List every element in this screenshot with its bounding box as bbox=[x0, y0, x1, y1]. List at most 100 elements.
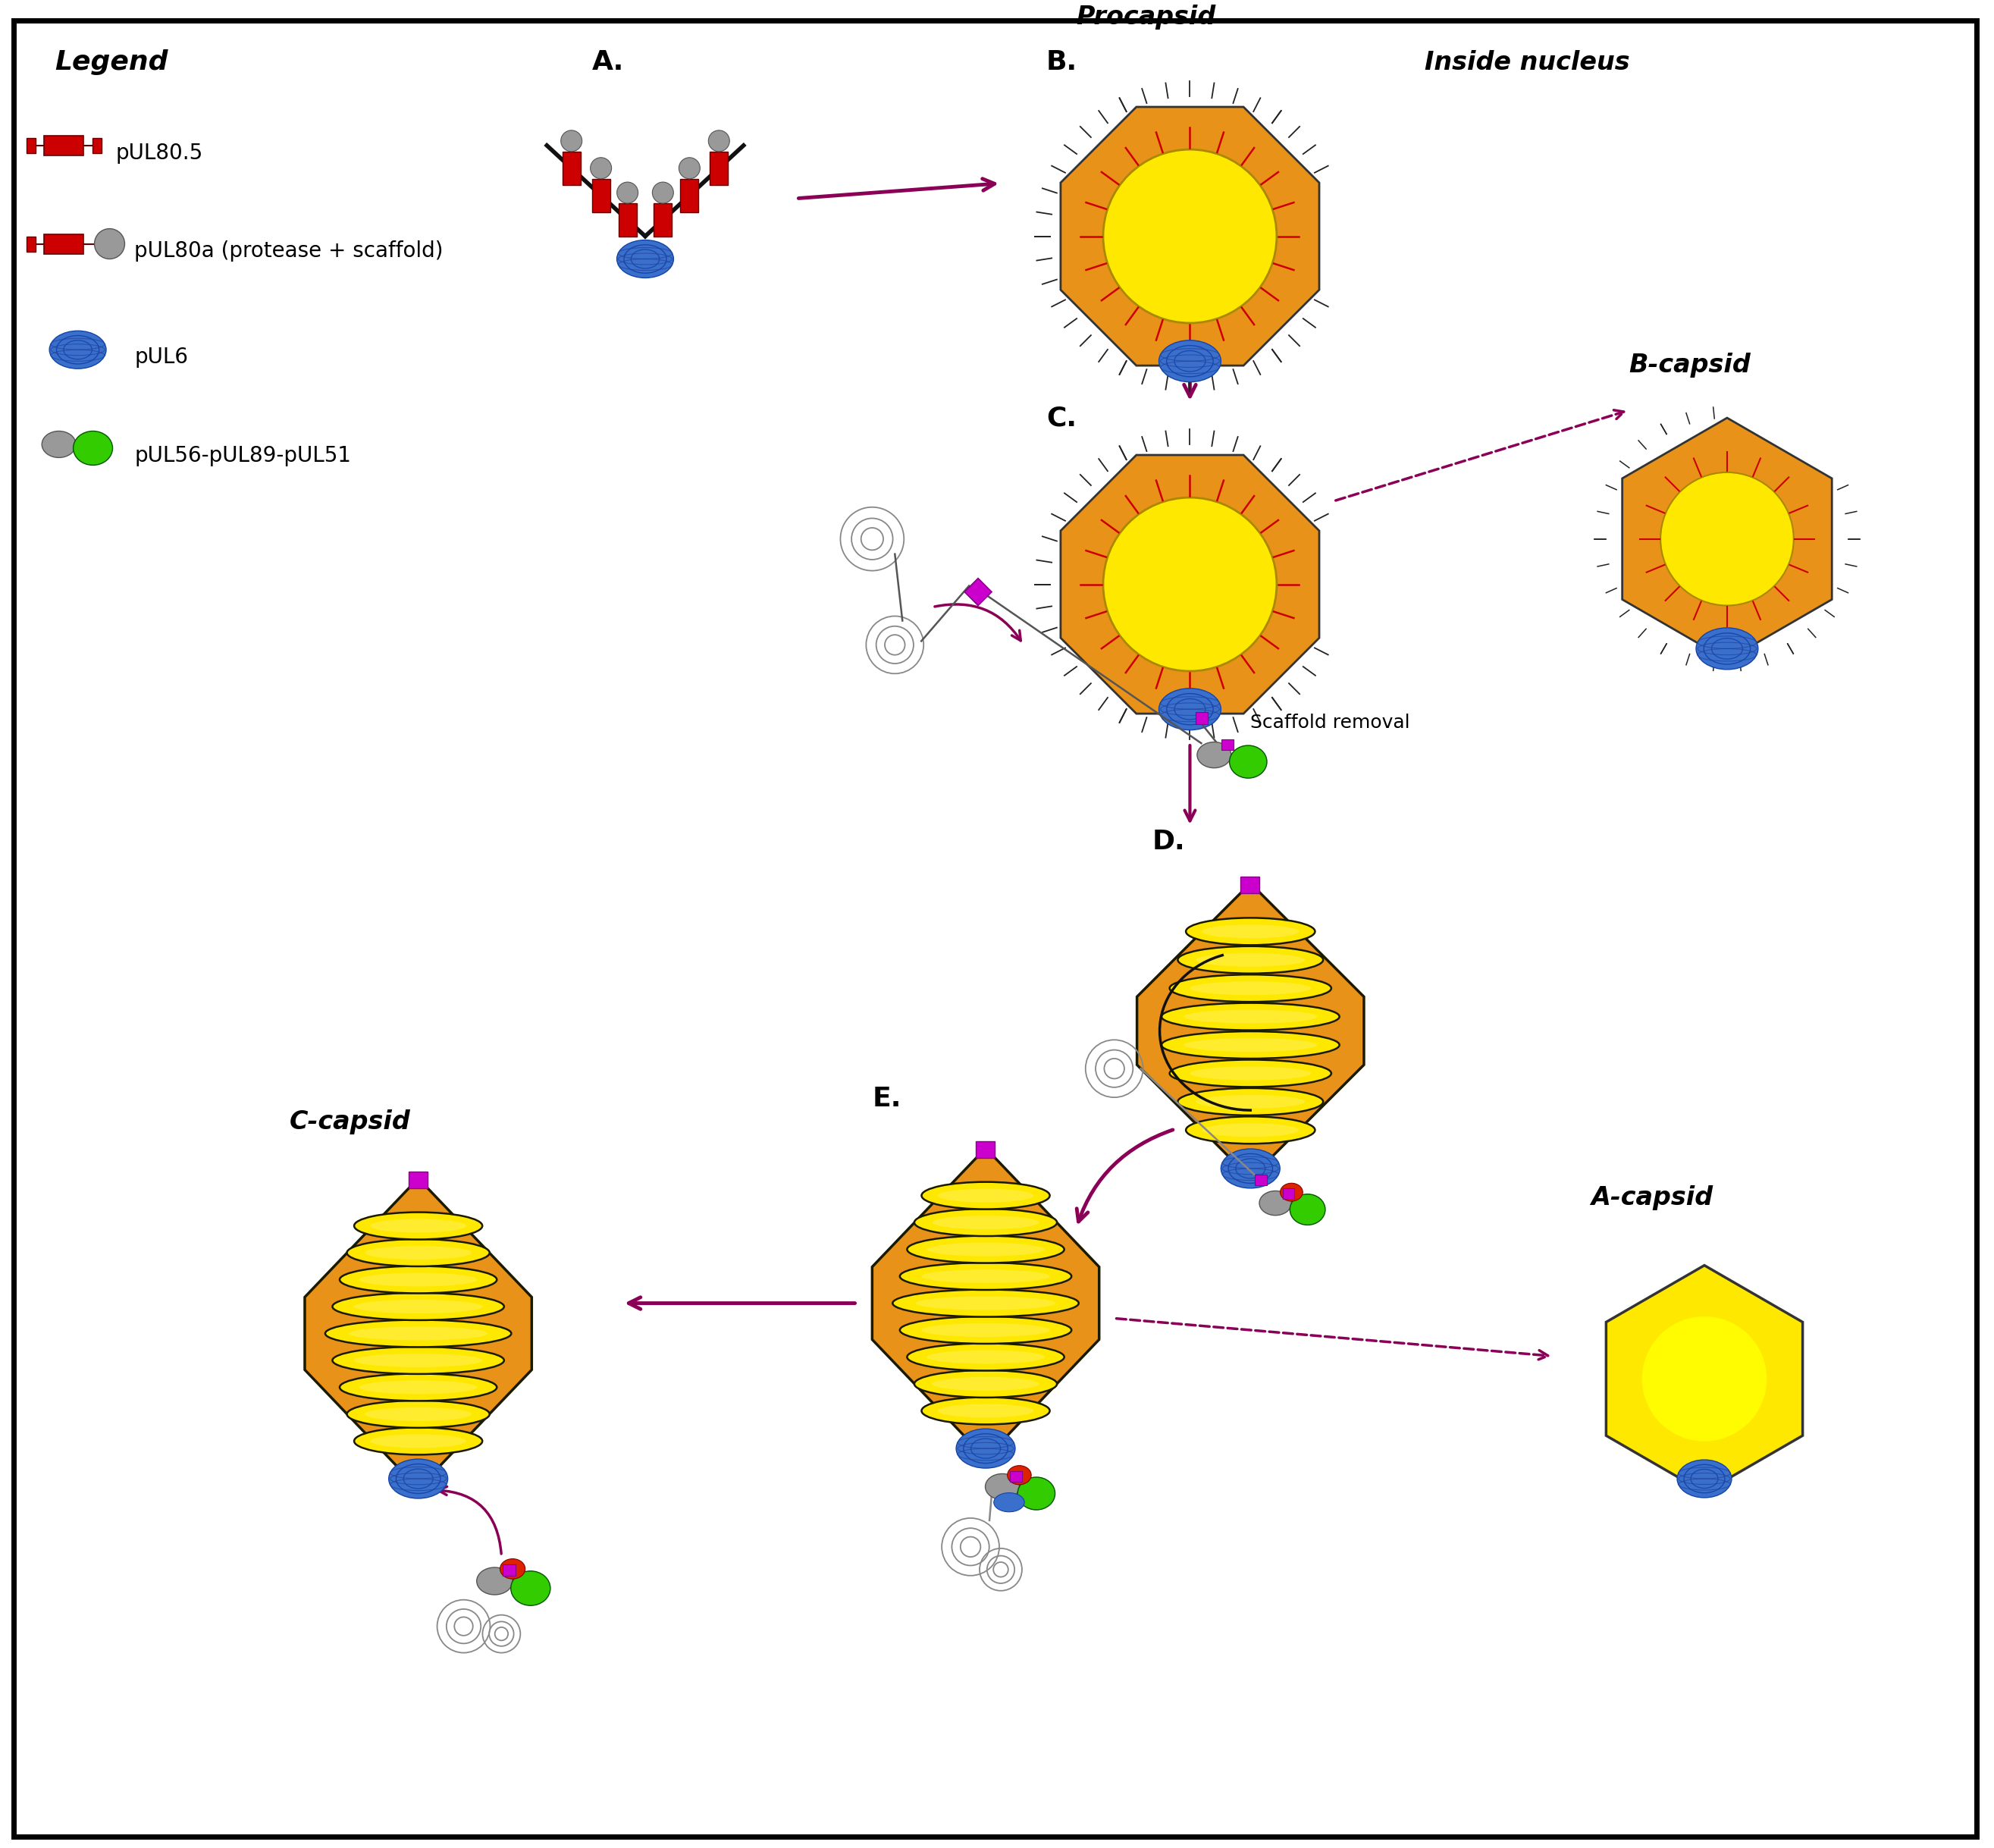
Circle shape bbox=[560, 131, 582, 152]
Ellipse shape bbox=[1280, 1183, 1302, 1201]
Bar bbox=[975, 1142, 995, 1159]
Circle shape bbox=[708, 131, 730, 152]
Circle shape bbox=[1641, 1316, 1767, 1441]
Text: Scaffold removal: Scaffold removal bbox=[1250, 713, 1410, 732]
Ellipse shape bbox=[1017, 1477, 1055, 1510]
Text: C-capsid: C-capsid bbox=[289, 1109, 411, 1135]
Bar bbox=[1196, 711, 1208, 724]
Ellipse shape bbox=[50, 331, 106, 368]
Polygon shape bbox=[1605, 1266, 1803, 1493]
Ellipse shape bbox=[1196, 954, 1304, 967]
Ellipse shape bbox=[1202, 924, 1298, 939]
Ellipse shape bbox=[371, 1220, 467, 1233]
Ellipse shape bbox=[1166, 346, 1212, 377]
Text: A-capsid: A-capsid bbox=[1591, 1185, 1713, 1210]
Ellipse shape bbox=[347, 1401, 491, 1429]
Ellipse shape bbox=[365, 1246, 473, 1260]
Text: A.: A. bbox=[592, 50, 624, 76]
Polygon shape bbox=[1061, 107, 1320, 366]
Ellipse shape bbox=[921, 1323, 1051, 1336]
Ellipse shape bbox=[1196, 743, 1230, 769]
Ellipse shape bbox=[339, 1266, 497, 1294]
Ellipse shape bbox=[915, 1209, 1057, 1236]
Ellipse shape bbox=[921, 1183, 1049, 1209]
Ellipse shape bbox=[355, 1212, 483, 1240]
Ellipse shape bbox=[1228, 1153, 1272, 1183]
Ellipse shape bbox=[389, 1460, 449, 1499]
Bar bbox=[1222, 739, 1234, 750]
Ellipse shape bbox=[957, 1429, 1015, 1467]
Ellipse shape bbox=[371, 1434, 467, 1447]
Polygon shape bbox=[871, 1148, 1099, 1458]
Ellipse shape bbox=[64, 340, 92, 359]
Ellipse shape bbox=[1186, 918, 1314, 944]
Ellipse shape bbox=[353, 1353, 483, 1368]
Ellipse shape bbox=[1190, 1066, 1312, 1079]
Bar bbox=[502, 1565, 516, 1576]
Polygon shape bbox=[1061, 455, 1320, 713]
Ellipse shape bbox=[921, 1397, 1049, 1425]
Ellipse shape bbox=[915, 1369, 1057, 1397]
Ellipse shape bbox=[1230, 745, 1266, 778]
Bar bbox=[562, 152, 580, 185]
Ellipse shape bbox=[353, 1299, 483, 1314]
Ellipse shape bbox=[1174, 351, 1206, 371]
Ellipse shape bbox=[1159, 687, 1220, 730]
Circle shape bbox=[1103, 497, 1276, 671]
Ellipse shape bbox=[403, 1469, 433, 1489]
Circle shape bbox=[1661, 473, 1795, 606]
Ellipse shape bbox=[42, 431, 76, 458]
Ellipse shape bbox=[1170, 1059, 1332, 1087]
Ellipse shape bbox=[1290, 1194, 1326, 1225]
Ellipse shape bbox=[359, 1273, 477, 1286]
Text: Legend: Legend bbox=[56, 50, 167, 76]
Polygon shape bbox=[1137, 883, 1364, 1179]
Ellipse shape bbox=[907, 1343, 1065, 1371]
Ellipse shape bbox=[1691, 1469, 1719, 1488]
Ellipse shape bbox=[333, 1347, 504, 1373]
Bar bbox=[680, 179, 698, 213]
Ellipse shape bbox=[1697, 628, 1759, 669]
Bar bbox=[1009, 1471, 1023, 1482]
Ellipse shape bbox=[359, 1380, 477, 1393]
Bar bbox=[592, 179, 610, 213]
Ellipse shape bbox=[397, 1464, 441, 1493]
Ellipse shape bbox=[907, 1236, 1065, 1262]
Bar bbox=[26, 139, 36, 153]
Ellipse shape bbox=[624, 244, 666, 274]
Ellipse shape bbox=[985, 1473, 1019, 1499]
Bar bbox=[44, 235, 84, 253]
Ellipse shape bbox=[1196, 1094, 1304, 1109]
Text: C.: C. bbox=[1047, 405, 1077, 431]
Ellipse shape bbox=[963, 1434, 1007, 1464]
Text: B.: B. bbox=[1047, 50, 1077, 76]
Text: pUL80a (protease + scaffold): pUL80a (protease + scaffold) bbox=[134, 240, 443, 262]
Ellipse shape bbox=[1685, 1465, 1725, 1493]
Ellipse shape bbox=[477, 1567, 512, 1595]
Ellipse shape bbox=[993, 1493, 1025, 1512]
Ellipse shape bbox=[1711, 638, 1743, 660]
Ellipse shape bbox=[927, 1351, 1045, 1364]
Ellipse shape bbox=[349, 1327, 489, 1340]
Ellipse shape bbox=[1174, 699, 1206, 719]
Ellipse shape bbox=[1202, 1124, 1298, 1137]
Polygon shape bbox=[965, 578, 991, 606]
Ellipse shape bbox=[1703, 634, 1751, 663]
Text: Inside nucleus: Inside nucleus bbox=[1424, 50, 1629, 76]
Ellipse shape bbox=[1184, 1039, 1318, 1052]
Bar bbox=[1240, 876, 1260, 893]
Ellipse shape bbox=[1260, 1190, 1292, 1216]
Ellipse shape bbox=[630, 249, 660, 268]
Text: B-capsid: B-capsid bbox=[1629, 353, 1751, 377]
Ellipse shape bbox=[899, 1262, 1071, 1290]
Ellipse shape bbox=[616, 240, 674, 277]
Ellipse shape bbox=[56, 336, 100, 364]
Text: pUL80.5: pUL80.5 bbox=[116, 142, 203, 164]
Circle shape bbox=[1103, 150, 1276, 323]
Ellipse shape bbox=[1236, 1159, 1266, 1179]
Text: pUL6: pUL6 bbox=[134, 347, 187, 368]
Ellipse shape bbox=[339, 1373, 497, 1401]
Polygon shape bbox=[1623, 418, 1832, 660]
Ellipse shape bbox=[500, 1560, 524, 1578]
Ellipse shape bbox=[1007, 1465, 1031, 1484]
